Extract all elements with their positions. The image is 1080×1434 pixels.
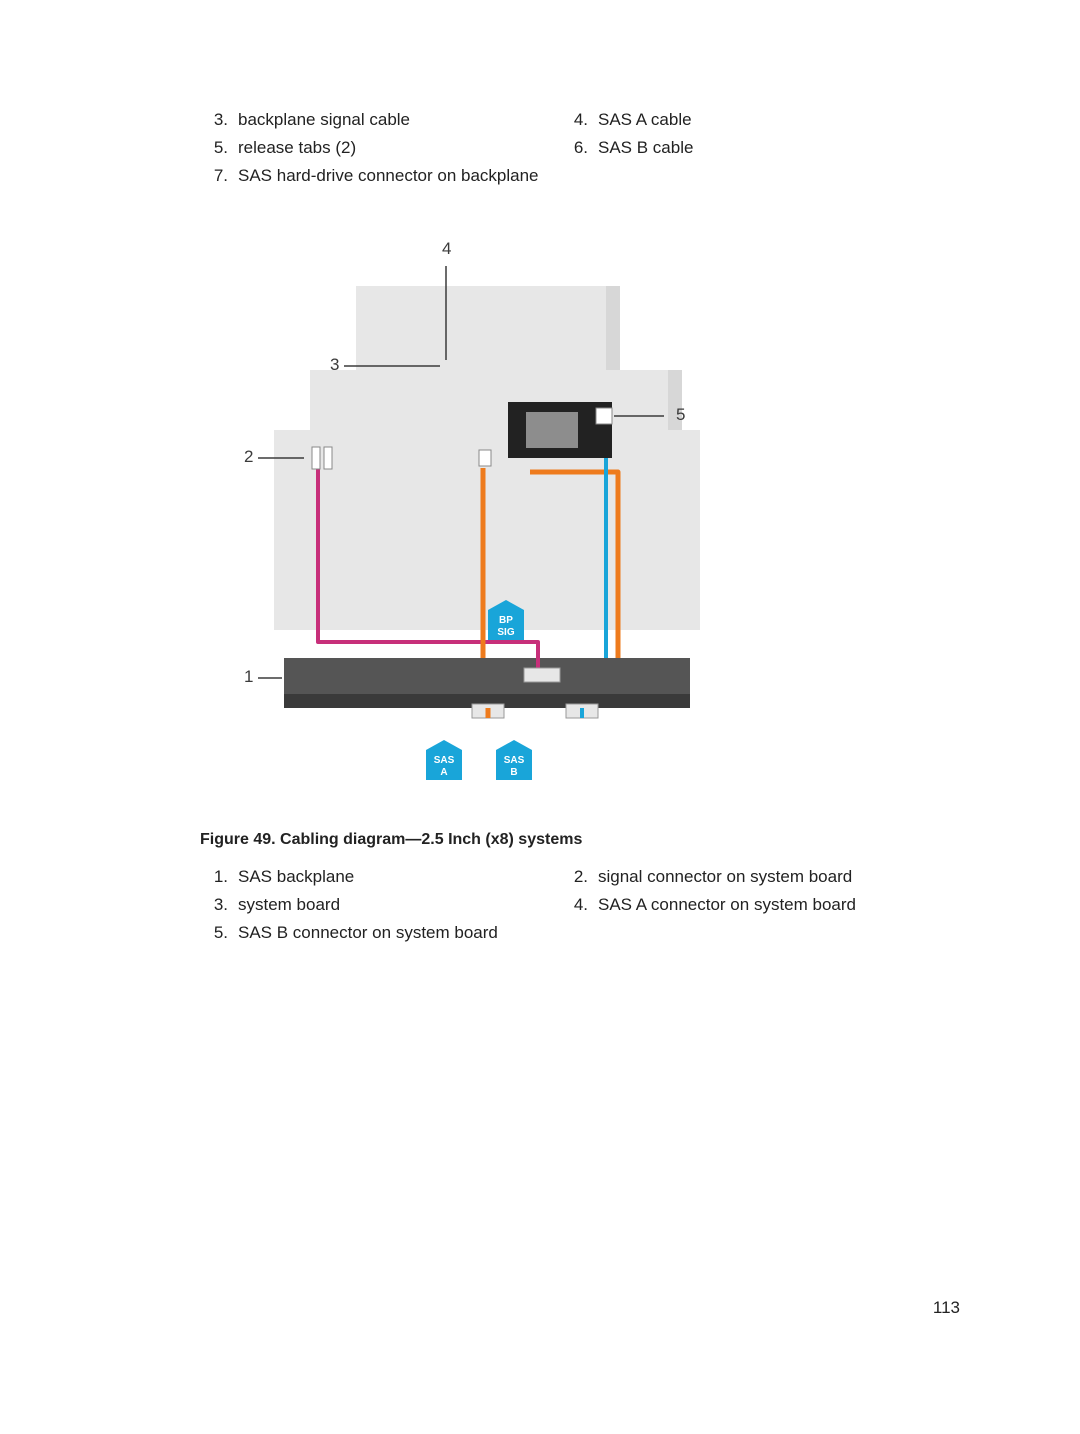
list-item-number: 5. [200,923,228,943]
list-item: 2. signal connector on system board [560,867,900,887]
list-item-text: SAS backplane [238,867,354,887]
list-item: 3. system board [200,895,560,915]
list-item-number: 6. [560,138,588,158]
list-row: 5. release tabs (2) 6. SAS B cable [200,138,960,158]
svg-text:3: 3 [330,355,339,374]
svg-text:5: 5 [676,405,685,424]
svg-text:2: 2 [244,447,253,466]
list-item-number: 7. [200,166,228,186]
list-item: 4. SAS A connector on system board [560,895,900,915]
svg-text:A: A [440,767,447,778]
svg-text:B: B [510,767,517,778]
list-item: 5. release tabs (2) [200,138,560,158]
cabling-diagram: BPSIGSASASASB12345 [200,210,700,800]
list-item: 5. SAS B connector on system board [200,923,720,943]
list-item-text: SAS hard-drive connector on backplane [238,166,539,186]
svg-text:BP: BP [499,615,513,626]
list-item-text: backplane signal cable [238,110,410,130]
list-item-text: SAS A connector on system board [598,895,856,915]
list-item-number: 3. [200,895,228,915]
list-item: 7. SAS hard-drive connector on backplane [200,166,720,186]
list-item-text: SAS B cable [598,138,693,158]
list-row: 3. backplane signal cable 4. SAS A cable [200,110,960,130]
list-item-number: 1. [200,867,228,887]
bottom-list: 1. SAS backplane 2. signal connector on … [200,867,960,943]
top-list: 3. backplane signal cable 4. SAS A cable… [200,110,960,186]
figure-caption: Figure 49. Cabling diagram—2.5 Inch (x8)… [200,831,960,849]
list-item-number: 5. [200,138,228,158]
list-row: 1. SAS backplane 2. signal connector on … [200,867,960,887]
list-row: 3. system board 4. SAS A connector on sy… [200,895,960,915]
list-item-text: SAS A cable [598,110,692,130]
list-item-text: system board [238,895,340,915]
list-item-number: 4. [560,895,588,915]
list-item: 1. SAS backplane [200,867,560,887]
svg-text:SAS: SAS [434,755,455,766]
list-item-number: 4. [560,110,588,130]
svg-text:SIG: SIG [497,627,514,638]
svg-text:4: 4 [442,239,451,258]
list-row: 5. SAS B connector on system board [200,923,960,943]
list-item-text: SAS B connector on system board [238,923,498,943]
svg-text:SAS: SAS [504,755,525,766]
list-item: 3. backplane signal cable [200,110,560,130]
list-item-text: release tabs (2) [238,138,356,158]
list-item: 4. SAS A cable [560,110,900,130]
list-item: 6. SAS B cable [560,138,900,158]
list-item-number: 2. [560,867,588,887]
list-item-number: 3. [200,110,228,130]
list-row: 7. SAS hard-drive connector on backplane [200,166,960,186]
svg-text:1: 1 [244,667,253,686]
list-item-text: signal connector on system board [598,867,852,887]
page: 3. backplane signal cable 4. SAS A cable… [0,0,1080,1434]
figure: BPSIGSASASASB12345 Figure 49. Cabling di… [200,210,960,943]
page-number: 113 [933,1298,960,1318]
